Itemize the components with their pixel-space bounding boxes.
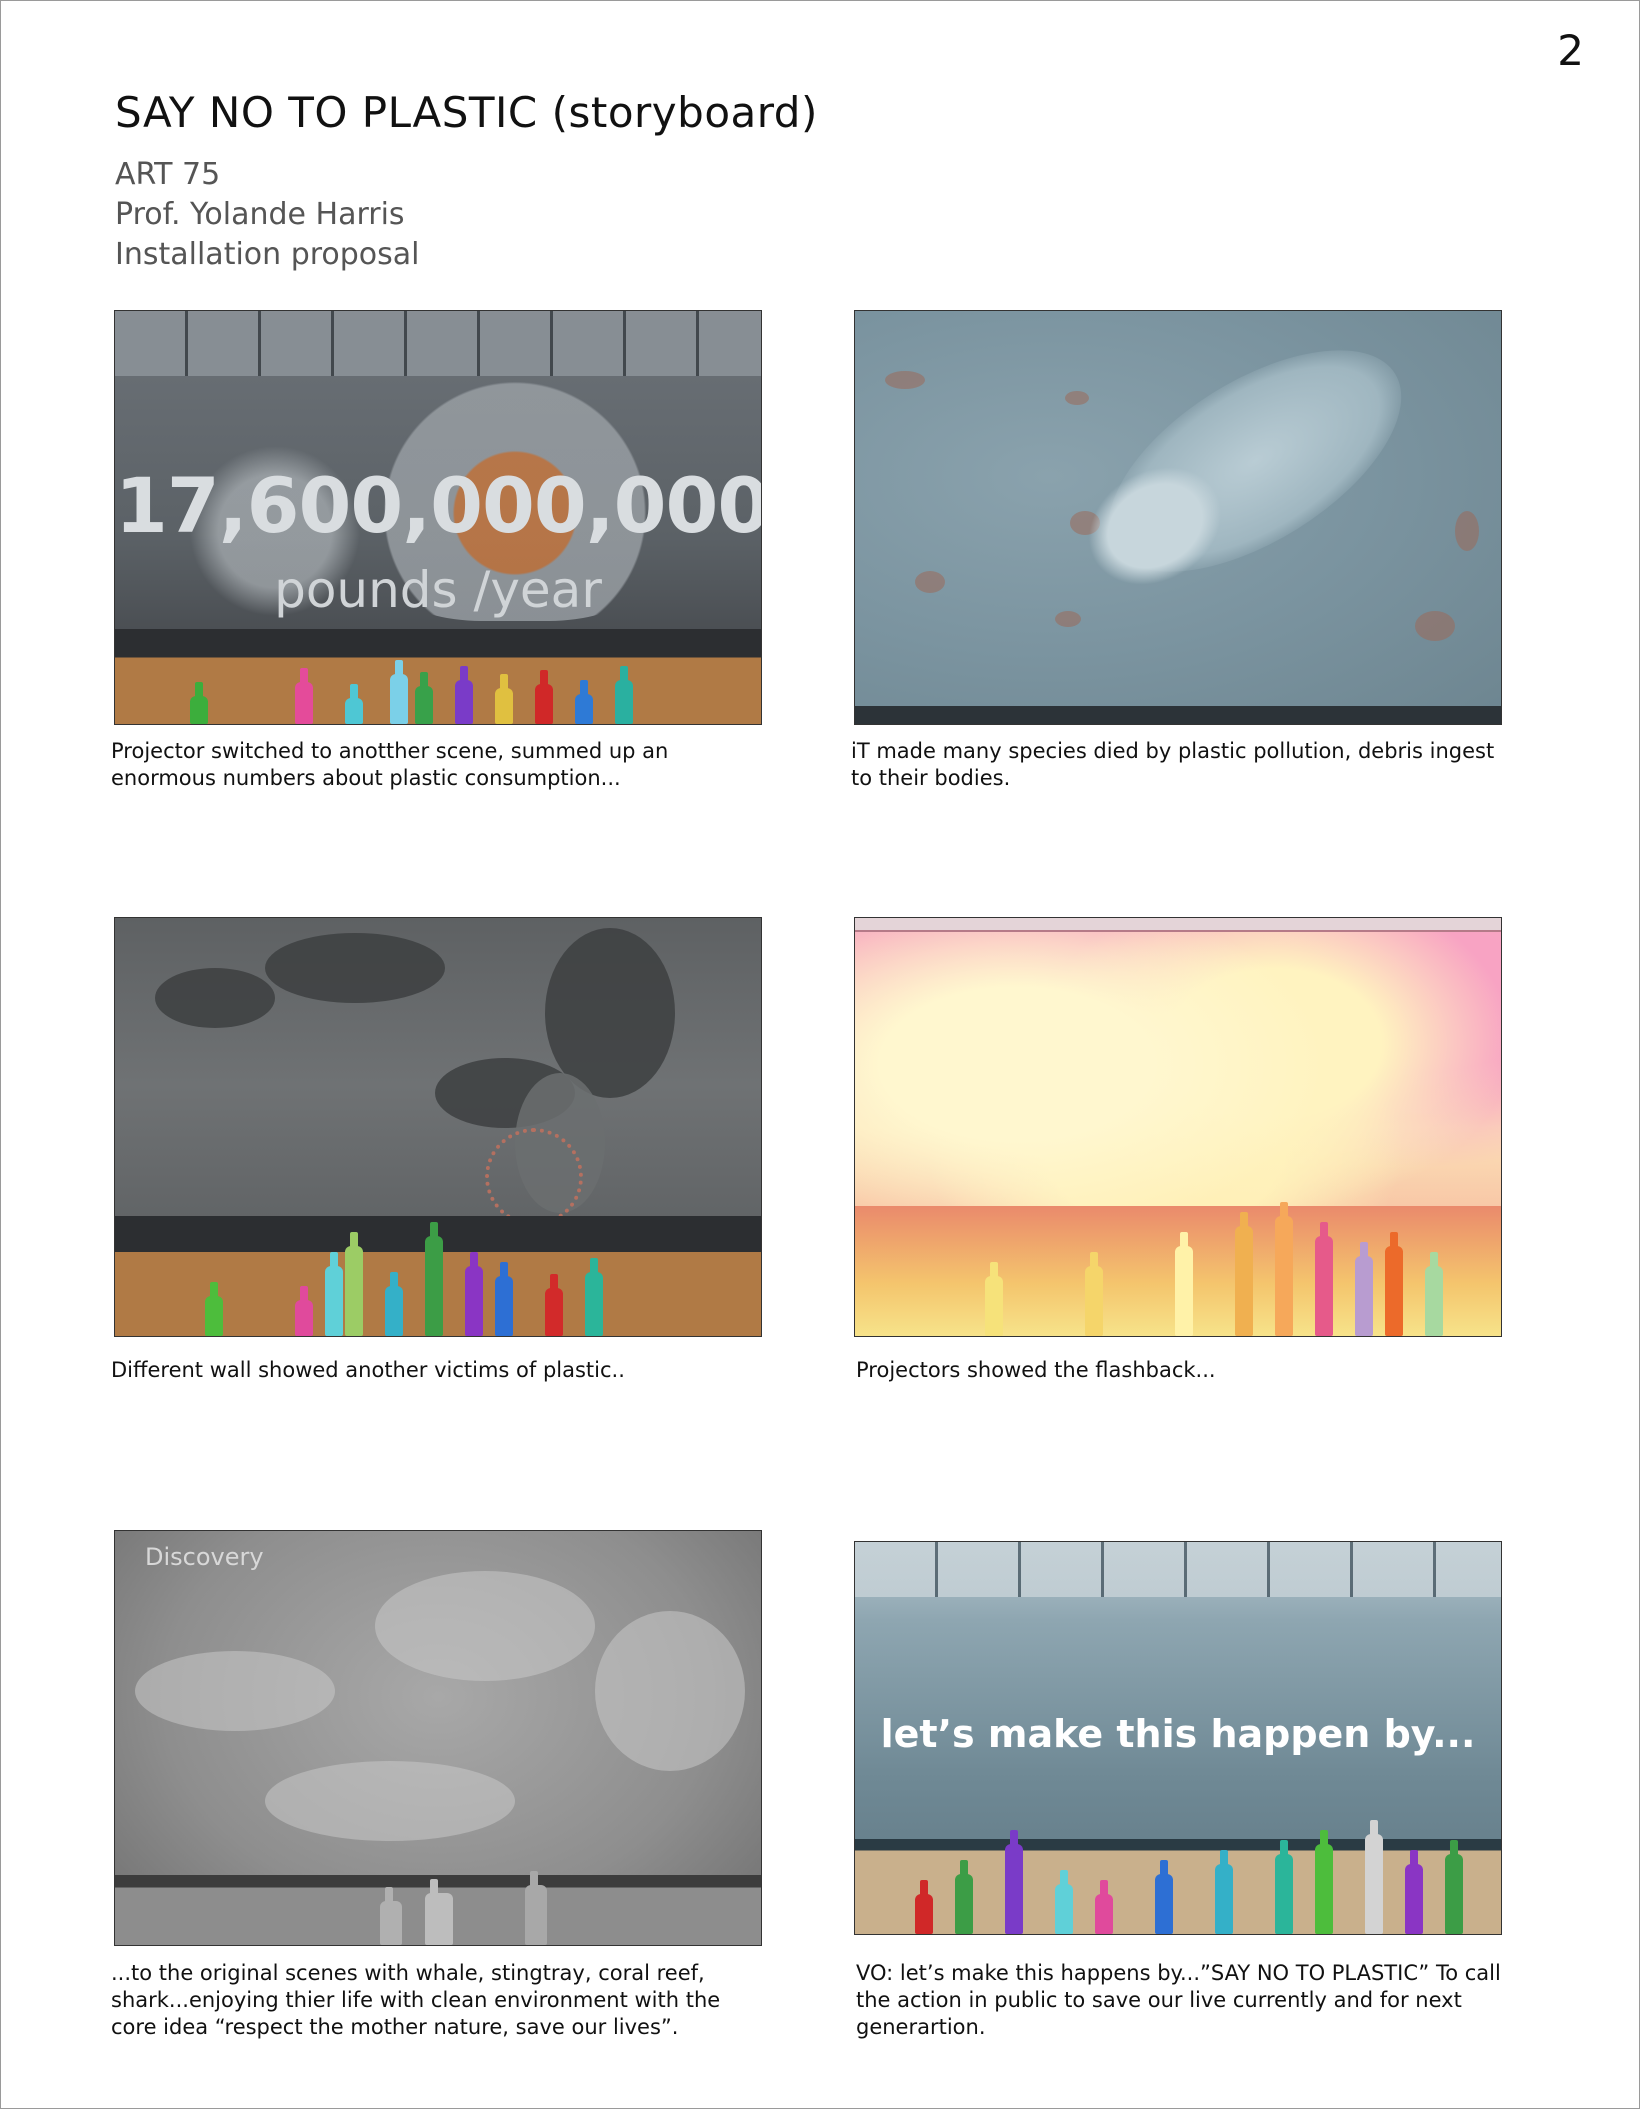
bottle-table bbox=[115, 1216, 761, 1336]
storyboard-frame-5: Discovery bbox=[114, 1530, 762, 1946]
caption-frame-6: VO: let’s make this happens by...”SAY NO… bbox=[856, 1961, 1501, 2039]
proposal-label: Installation proposal bbox=[115, 237, 420, 272]
professor-label: Prof. Yolande Harris bbox=[115, 197, 405, 232]
ocean-texture bbox=[265, 1761, 515, 1841]
statistic-number: 17,600,000,000 bbox=[115, 461, 762, 550]
storyboard-frame-4 bbox=[854, 917, 1502, 1337]
storyboard-frame-2 bbox=[854, 310, 1502, 725]
gallery-floor bbox=[115, 1875, 761, 1945]
seal-image bbox=[155, 968, 275, 1028]
seal-image bbox=[545, 928, 675, 1098]
trash-pile-image bbox=[345, 381, 685, 621]
coral-speck bbox=[1415, 611, 1455, 641]
seal-image bbox=[265, 933, 445, 1003]
caption-frame-2: iT made many species died by plastic pol… bbox=[851, 739, 1495, 790]
course-label: ART 75 bbox=[115, 157, 221, 192]
ocean-texture bbox=[375, 1571, 595, 1681]
coral-speck bbox=[915, 571, 945, 593]
statistic-unit: pounds /year bbox=[274, 561, 602, 619]
caption-frame-3: Different wall showed another victims of… bbox=[111, 1358, 625, 1382]
bottle-table bbox=[115, 629, 761, 724]
storyboard-frame-3 bbox=[114, 917, 762, 1337]
ocean-texture bbox=[135, 1651, 335, 1731]
caption-frame-1: Projector switched to anotther scene, su… bbox=[111, 739, 669, 790]
coral-speck bbox=[1055, 611, 1081, 627]
gallery-ceiling bbox=[115, 311, 761, 376]
gallery-ceiling bbox=[855, 1542, 1501, 1597]
coral-speck bbox=[1065, 391, 1089, 405]
storyboard-frame-6: let’s make this happen by... bbox=[854, 1541, 1502, 1935]
page-number: 2 bbox=[1557, 26, 1584, 75]
caption-frame-4: Projectors showed the flashback... bbox=[856, 1358, 1216, 1382]
trash-pile-image bbox=[175, 431, 375, 631]
entangled-rope bbox=[485, 1128, 583, 1226]
storyboard-frame-1: 17,600,000,000 pounds /year bbox=[114, 310, 762, 725]
gallery-floor bbox=[855, 706, 1501, 724]
coral-speck bbox=[1455, 511, 1479, 551]
document-meta: ART 75 Prof. Yolande Harris Installation… bbox=[115, 155, 420, 275]
gallery-ceiling bbox=[855, 918, 1501, 932]
ocean-texture bbox=[595, 1611, 745, 1771]
coral-speck bbox=[885, 371, 925, 389]
page-title: SAY NO TO PLASTIC (storyboard) bbox=[115, 88, 818, 137]
bottle-table bbox=[855, 1206, 1501, 1336]
bottle-table bbox=[855, 1839, 1501, 1934]
channel-logo: Discovery bbox=[145, 1543, 264, 1571]
caption-frame-5: ...to the original scenes with whale, st… bbox=[111, 1961, 721, 2039]
slogan-overlay: let’s make this happen by... bbox=[880, 1712, 1476, 1756]
